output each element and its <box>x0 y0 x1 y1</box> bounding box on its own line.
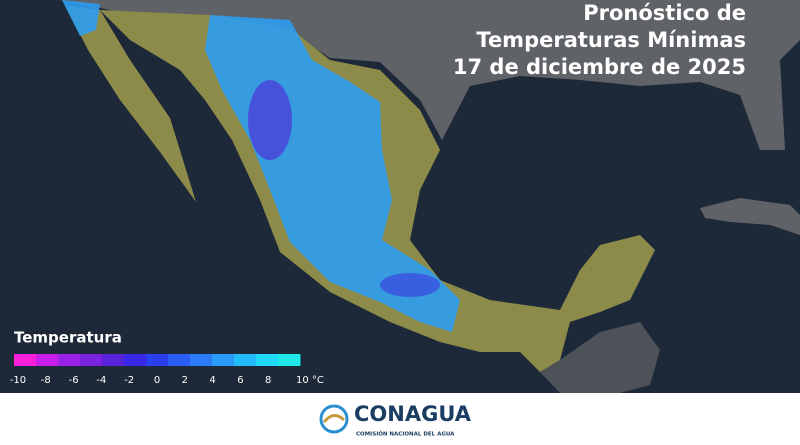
legend-swatch <box>102 354 125 366</box>
baja-california <box>65 5 196 202</box>
legend-tick-label: -2 <box>124 375 134 386</box>
legend-tick-label: 4 <box>209 375 215 386</box>
central-america <box>540 322 660 393</box>
legend-swatch <box>58 354 81 366</box>
legend-swatch <box>14 354 37 366</box>
legend-swatch <box>124 354 147 366</box>
legend-swatch <box>36 354 59 366</box>
legend-swatch <box>278 354 301 366</box>
legend-swatch <box>146 354 169 366</box>
title-line: Temperaturas Mínimas <box>476 28 746 52</box>
logo-icon <box>319 404 349 434</box>
legend-swatch <box>80 354 103 366</box>
logo-subtitle: COMISIÓN NACIONAL DEL AGUA <box>356 431 455 438</box>
legend: -10 -8 -6 -4 -2 0 2 4 6 8 10 °C <box>10 354 324 386</box>
legend-swatch <box>190 354 213 366</box>
legend-swatch <box>168 354 191 366</box>
legend-tick-label: 2 <box>182 375 188 386</box>
legend-tick-label: 6 <box>237 375 243 386</box>
logo-text: CONAGUA <box>354 402 472 426</box>
cold-region-north <box>62 0 100 36</box>
legend-tick-label: 0 <box>154 375 160 386</box>
legend-swatch <box>256 354 279 366</box>
legend-tick-label: -4 <box>96 375 106 386</box>
legend-swatch <box>212 354 235 366</box>
legend-tick-label: -6 <box>69 375 79 386</box>
title-line: Pronóstico de <box>583 1 746 25</box>
legend-title: Temperatura <box>14 329 122 347</box>
coldest-area <box>248 80 292 160</box>
title-line: 17 de diciembre de 2025 <box>453 55 746 79</box>
us-land <box>60 0 800 150</box>
legend-swatch <box>234 354 257 366</box>
logo-icon-detail <box>322 414 346 424</box>
legend-tick-label: -8 <box>41 375 51 386</box>
legend-tick-label: 8 <box>265 375 271 386</box>
footer <box>0 393 800 445</box>
cold-area <box>380 273 440 297</box>
legend-tick-label: -10 <box>10 375 26 386</box>
legend-tick-label: 10 °C <box>296 375 324 386</box>
cuba <box>700 198 800 235</box>
